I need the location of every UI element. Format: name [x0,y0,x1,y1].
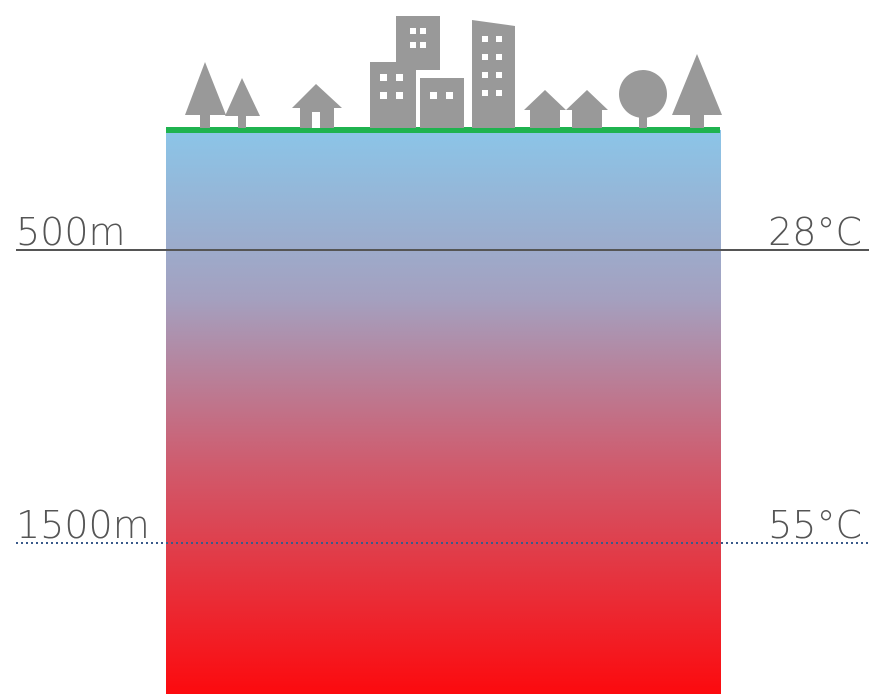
depth-label: 500m [16,210,126,254]
temperature-label: 28°C [768,210,862,254]
surface-icons [185,16,722,128]
ground-column [166,130,721,694]
depth-label: 1500m [16,503,150,547]
temperature-label: 55°C [768,503,862,547]
